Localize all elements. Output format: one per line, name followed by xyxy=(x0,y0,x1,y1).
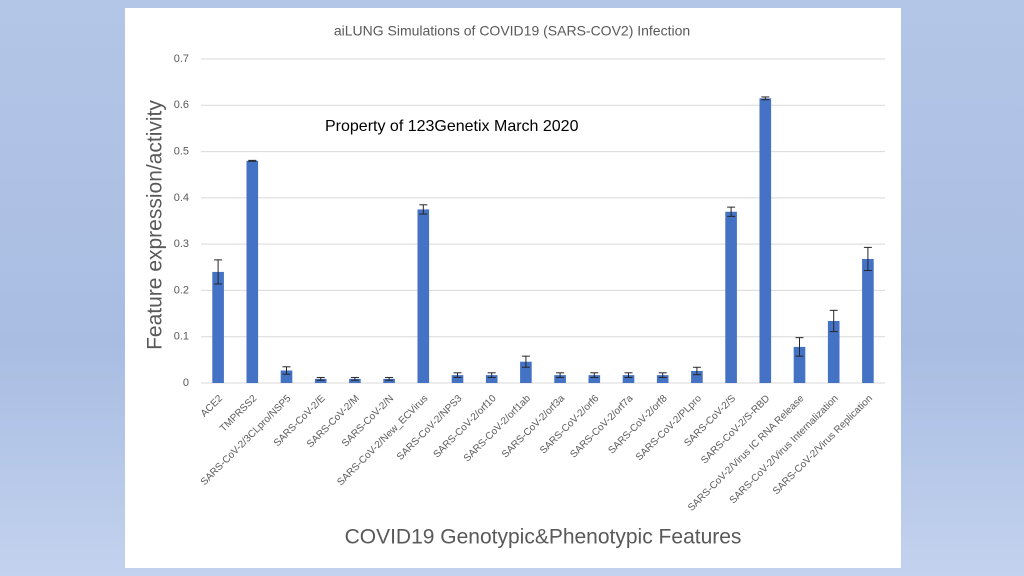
bar xyxy=(314,378,327,383)
bar xyxy=(485,375,498,383)
error-bar xyxy=(385,376,394,381)
error-bar xyxy=(829,309,838,333)
error-bar xyxy=(248,159,257,162)
error-bar xyxy=(624,372,633,378)
bar xyxy=(656,375,669,383)
error-bar xyxy=(282,366,291,375)
bar xyxy=(349,378,361,383)
bar xyxy=(417,209,430,383)
error-bar xyxy=(453,372,462,378)
bar xyxy=(862,258,874,383)
bar xyxy=(520,361,532,383)
error-bar xyxy=(863,246,872,272)
error-bar xyxy=(556,372,565,378)
y-tick-label: 0.1 xyxy=(174,331,189,343)
bar xyxy=(759,98,772,383)
error-bar xyxy=(590,372,599,378)
annotation: Property of 123Genetix March 2020 xyxy=(325,118,579,135)
y-tick-label: 0.2 xyxy=(174,284,189,296)
error-bar xyxy=(761,96,770,101)
bar xyxy=(212,271,224,383)
bar xyxy=(691,370,703,383)
bar xyxy=(588,375,601,383)
bar xyxy=(622,375,635,383)
bar xyxy=(451,375,464,383)
bar xyxy=(280,370,293,383)
error-bar xyxy=(350,376,359,381)
error-bar xyxy=(419,204,428,215)
y-tick-label: 0.4 xyxy=(174,192,189,204)
y-tick-label: 0.3 xyxy=(174,238,189,250)
y-tick-label: 0 xyxy=(183,377,189,389)
error-bar xyxy=(316,376,325,381)
bar xyxy=(246,160,259,383)
error-bar xyxy=(214,259,223,285)
y-axis-label: Feature expression/activity xyxy=(144,100,167,350)
error-bar xyxy=(795,337,804,357)
error-bar xyxy=(487,372,496,378)
bar xyxy=(725,211,737,383)
error-bar xyxy=(727,206,736,217)
bar xyxy=(554,375,566,383)
error-bar xyxy=(521,355,530,368)
bar xyxy=(827,320,840,383)
error-bar xyxy=(692,366,701,376)
bar xyxy=(383,378,395,383)
x-axis-label: COVID19 Genotypic&Phenotypic Features xyxy=(345,526,742,549)
chart-title: aiLUNG Simulations of COVID19 (SARS-COV2… xyxy=(334,23,690,39)
y-tick-label: 0.6 xyxy=(174,99,189,111)
error-bar xyxy=(658,372,667,378)
y-tick-label: 0.7 xyxy=(174,53,189,65)
bar xyxy=(793,346,806,383)
y-tick-label: 0.5 xyxy=(174,145,189,157)
